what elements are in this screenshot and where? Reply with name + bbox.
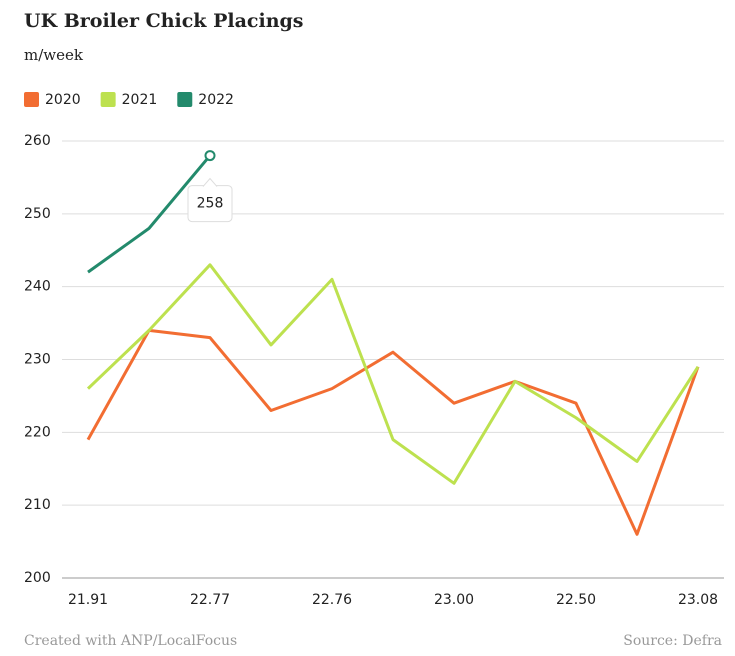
legend-swatch [24,92,39,107]
y-tick-label: 250 [24,206,51,222]
y-tick-label: 260 [24,133,51,149]
tooltip-value: 258 [197,196,224,212]
x-tick-label: 23.08 [678,592,718,608]
y-tick-label: 200 [24,570,51,586]
series-line [86,263,700,485]
credit: Created with ANP/LocalFocus [24,633,237,649]
x-tick-label: 22.50 [556,592,596,608]
y-tick-label: 220 [24,424,51,440]
legend-swatch [177,92,193,107]
y-tick-label: 240 [24,279,51,295]
hover-marker [204,150,216,162]
source: Source: Defra [623,633,722,649]
legend-label: 2021 [122,92,158,108]
series-line [86,328,700,536]
x-tick-label: 23.00 [434,592,474,608]
tooltip: 258 [187,177,233,223]
x-tick-label: 22.76 [312,592,352,608]
chart-title: UK Broiler Chick Placings [24,10,304,32]
chart-subtitle: m/week [24,46,84,64]
y-tick-label: 230 [24,352,51,368]
y-tick-label: 210 [24,497,51,513]
series-line [87,154,212,274]
x-tick-label: 21.91 [68,592,108,608]
legend-label: 2020 [45,92,81,108]
legend-swatch [100,92,116,107]
legend-label: 2022 [198,92,234,108]
tooltip-pointer [202,177,218,187]
x-tick-label: 22.77 [190,592,230,608]
